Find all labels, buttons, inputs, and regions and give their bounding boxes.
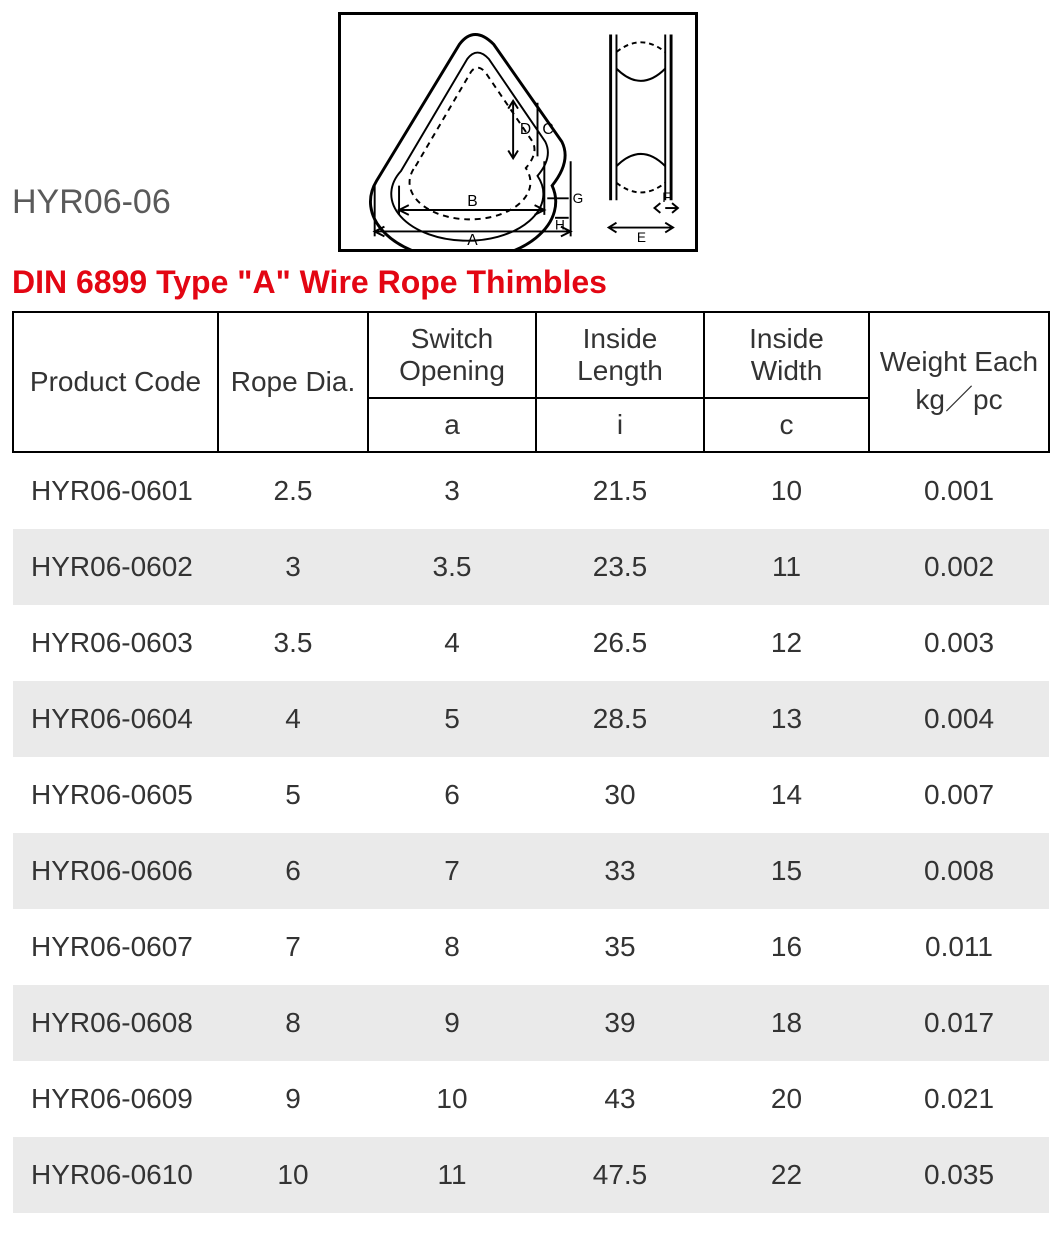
table-cell: 4 [218,681,368,757]
table-cell: 0.003 [869,605,1049,681]
table-cell: HYR06-0610 [13,1137,218,1213]
table-cell: 9 [368,985,536,1061]
table-cell: 16 [704,909,869,985]
table-cell: 8 [368,909,536,985]
table-row: HYR06-06055630140.007 [13,757,1049,833]
table-cell: 28.5 [536,681,704,757]
table-row: HYR06-060991043200.021 [13,1061,1049,1137]
col-sub-a: a [368,398,536,452]
table-header: Product Code Rope Dia. Switch Opening In… [13,312,1049,452]
table-cell: 0.011 [869,909,1049,985]
table-row: HYR06-06044528.5130.004 [13,681,1049,757]
svg-text:A: A [467,232,478,249]
table-cell: 5 [368,681,536,757]
table-cell: 10 [704,452,869,529]
col-header-rope-dia: Rope Dia. [218,312,368,452]
table-cell: 0.004 [869,681,1049,757]
svg-text:D: D [520,121,531,138]
table-cell: 3 [368,452,536,529]
table-cell: HYR06-0609 [13,1061,218,1137]
table-cell: 3.5 [218,605,368,681]
table-cell: 47.5 [536,1137,704,1213]
svg-text:B: B [467,193,477,210]
svg-text:F: F [662,190,670,205]
table-cell: 22 [704,1137,869,1213]
table-cell: 8 [218,985,368,1061]
col-sub-c: c [704,398,869,452]
model-code: HYR06-06 [12,183,322,252]
table-cell: 11 [368,1137,536,1213]
table-cell: HYR06-0601 [13,452,218,529]
thimble-diagram-svg: D C B A [341,15,695,249]
table-cell: HYR06-0605 [13,757,218,833]
table-row: HYR06-0610101147.5220.035 [13,1137,1049,1213]
col-header-inside-length: Inside Length [536,312,704,398]
table-cell: HYR06-0603 [13,605,218,681]
section-title: DIN 6899 Type "A" Wire Rope Thimbles [0,252,1060,311]
table-cell: 30 [536,757,704,833]
table-cell: 14 [704,757,869,833]
col-sub-i: i [536,398,704,452]
svg-text:E: E [637,230,646,245]
svg-text:G: G [573,191,584,206]
table-cell: 3.5 [368,529,536,605]
svg-text:H: H [555,217,565,232]
table-cell: 0.007 [869,757,1049,833]
table-cell: 0.017 [869,985,1049,1061]
table-cell: HYR06-0602 [13,529,218,605]
table-body: HYR06-06012.5321.5100.001HYR06-060233.52… [13,452,1049,1213]
table-cell: 21.5 [536,452,704,529]
table-cell: 12 [704,605,869,681]
col-header-switch-opening: Switch Opening [368,312,536,398]
table-cell: 10 [368,1061,536,1137]
table-cell: 35 [536,909,704,985]
table-cell: 0.002 [869,529,1049,605]
table-cell: 20 [704,1061,869,1137]
table-cell: 6 [218,833,368,909]
spec-table: Product Code Rope Dia. Switch Opening In… [12,311,1050,1213]
table-cell: 0.008 [869,833,1049,909]
table-cell: 10 [218,1137,368,1213]
col-header-weight: Weight Each kg／pc [869,312,1049,452]
table-cell: 5 [218,757,368,833]
table-cell: 6 [368,757,536,833]
table-cell: HYR06-0606 [13,833,218,909]
table-cell: 9 [218,1061,368,1137]
table-row: HYR06-06066733150.008 [13,833,1049,909]
table-cell: 3 [218,529,368,605]
table-row: HYR06-06033.5426.5120.003 [13,605,1049,681]
table-cell: 39 [536,985,704,1061]
table-cell: HYR06-0608 [13,985,218,1061]
table-row: HYR06-060233.523.5110.002 [13,529,1049,605]
table-cell: HYR06-0604 [13,681,218,757]
table-cell: 13 [704,681,869,757]
thimble-diagram: D C B A [338,12,698,252]
table-cell: 43 [536,1061,704,1137]
table-cell: 0.021 [869,1061,1049,1137]
col-header-inside-width: Inside Width [704,312,869,398]
table-row: HYR06-06088939180.017 [13,985,1049,1061]
table-cell: HYR06-0607 [13,909,218,985]
table-cell: 7 [368,833,536,909]
table-cell: 0.001 [869,452,1049,529]
table-cell: 23.5 [536,529,704,605]
table-cell: 0.035 [869,1137,1049,1213]
col-header-product-code: Product Code [13,312,218,452]
page-root: HYR06-06 D [0,0,1060,1213]
table-cell: 4 [368,605,536,681]
table-cell: 7 [218,909,368,985]
table-cell: 15 [704,833,869,909]
table-cell: 2.5 [218,452,368,529]
header-row: HYR06-06 D [0,0,1060,252]
table-row: HYR06-06077835160.011 [13,909,1049,985]
table-row: HYR06-06012.5321.5100.001 [13,452,1049,529]
table-cell: 18 [704,985,869,1061]
table-cell: 11 [704,529,869,605]
svg-text:C: C [542,121,553,138]
table-cell: 26.5 [536,605,704,681]
table-cell: 33 [536,833,704,909]
